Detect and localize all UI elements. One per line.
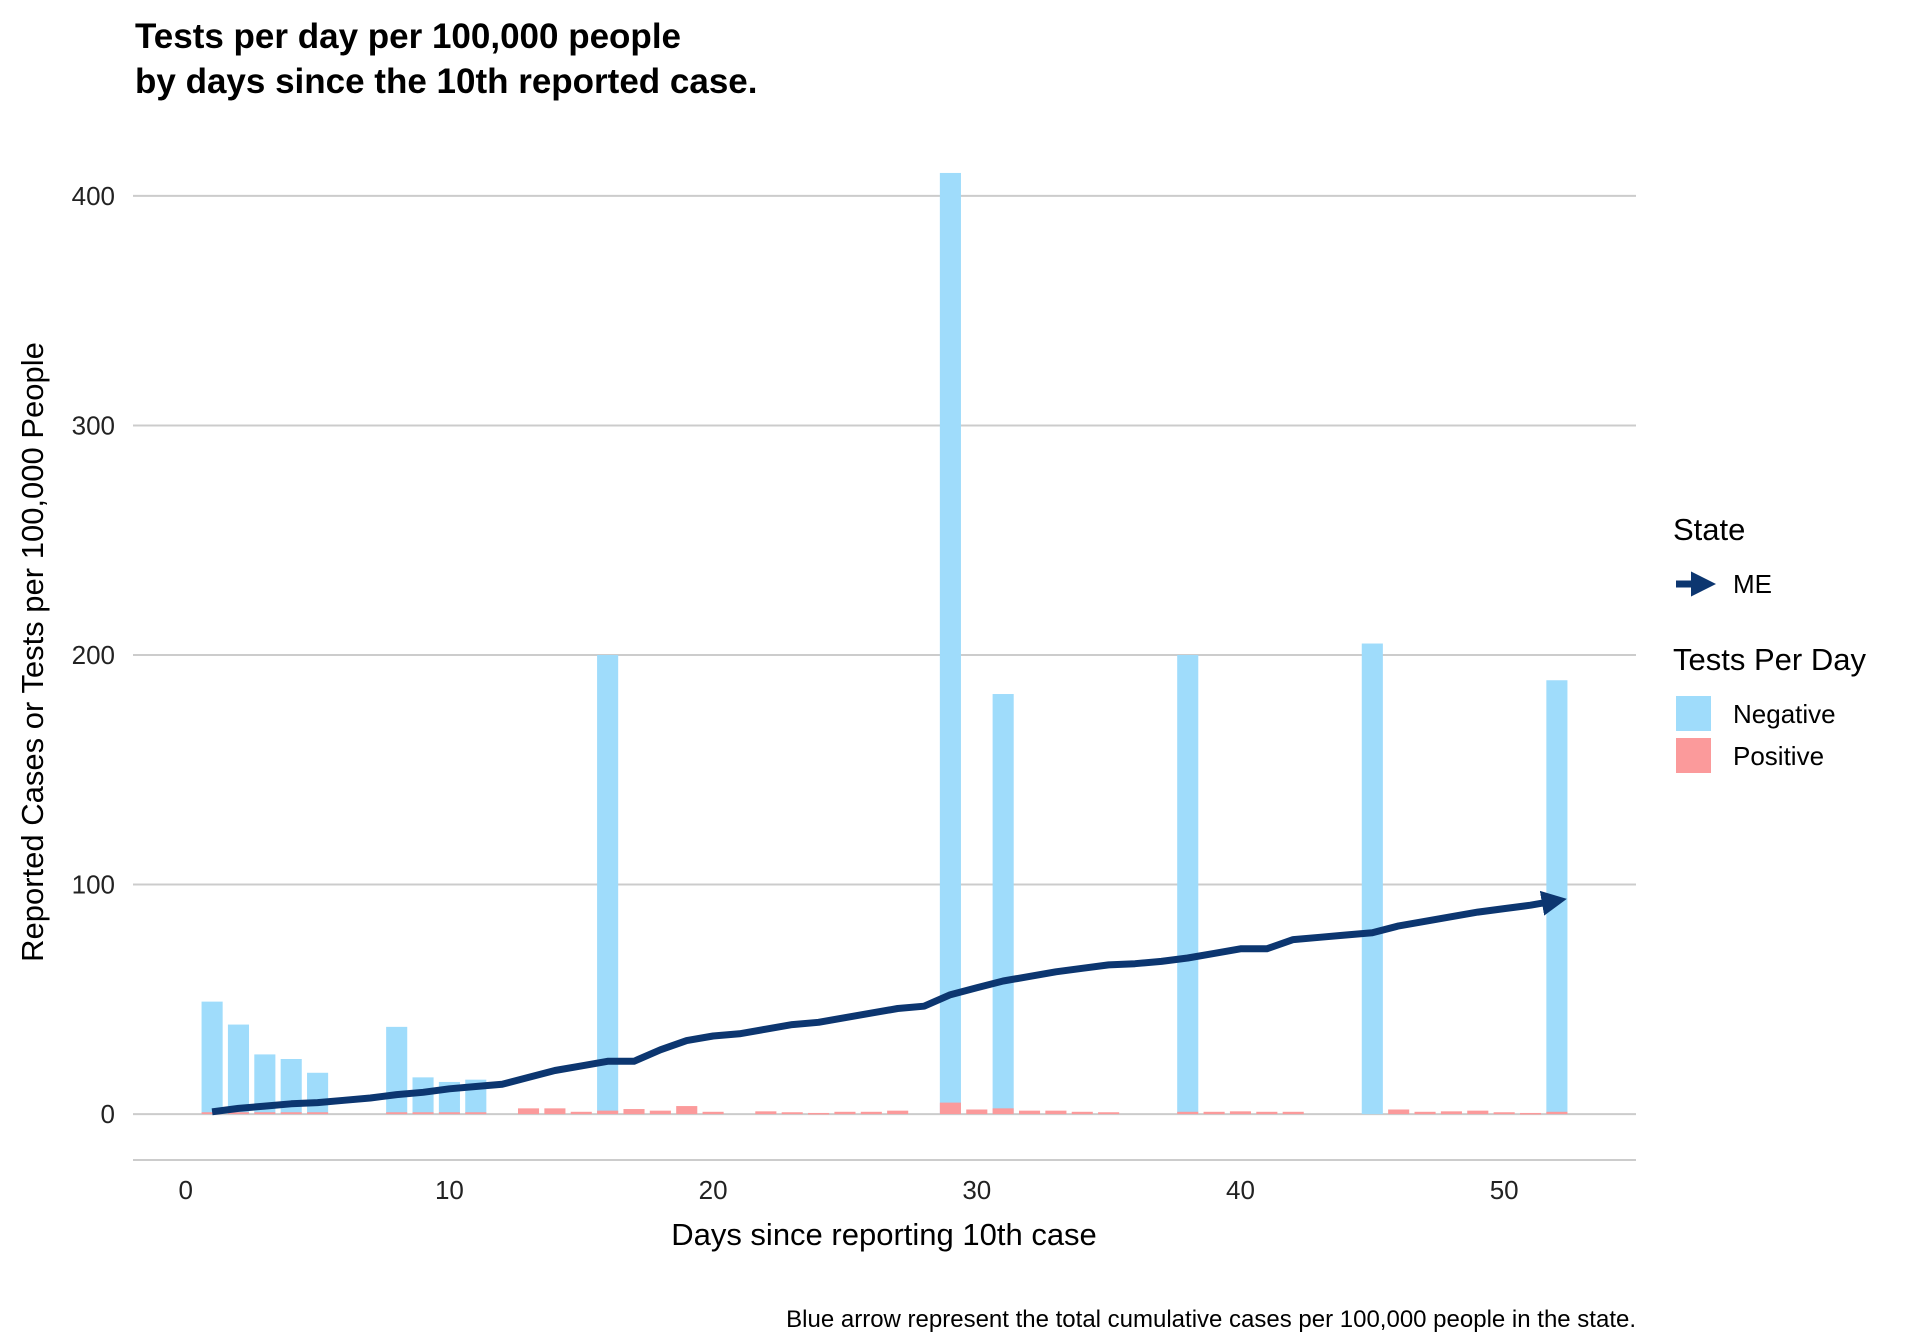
bar-negative-day-38	[1177, 655, 1199, 1115]
negative-bars	[201, 172, 1568, 1115]
bar-positive-day-23	[781, 1112, 803, 1115]
legend: State ME Tests Per Day Negative Positive	[1673, 512, 1866, 773]
bar-positive-day-24	[808, 1112, 830, 1115]
bar-positive-day-33	[1045, 1110, 1067, 1115]
bar-positive-day-31	[992, 1108, 1014, 1115]
bar-positive-day-3	[254, 1112, 276, 1115]
legend-me-label: ME	[1733, 569, 1772, 599]
bar-negative-day-3	[254, 1054, 276, 1115]
y-tick-labels: 0 100 200 300 400	[72, 181, 115, 1129]
bar-positive-day-34	[1071, 1111, 1093, 1115]
bar-positive-day-50	[1493, 1112, 1515, 1115]
bar-positive-day-30	[966, 1109, 988, 1115]
cumulative-cases-line	[211, 890, 1567, 1116]
chart-title: Tests per day per 100,000 people by days…	[135, 17, 757, 101]
bar-positive-day-32	[1018, 1110, 1041, 1115]
bar-negative-day-29	[939, 172, 961, 1115]
bar-positive-day-16	[597, 1110, 619, 1115]
legend-state-title: State	[1673, 512, 1745, 547]
y-tick-0: 0	[101, 1099, 115, 1129]
x-tick-30: 30	[962, 1175, 991, 1205]
y-tick-200: 200	[72, 640, 115, 670]
bar-positive-day-46	[1388, 1109, 1410, 1115]
bar-negative-day-2	[227, 1024, 250, 1115]
legend-tests-title: Tests Per Day	[1673, 642, 1866, 677]
chart-caption: Blue arrow represent the total cumulativ…	[786, 1306, 1636, 1333]
x-tick-labels: 0 10 20 30 40 50	[179, 1175, 1519, 1205]
x-tick-20: 20	[699, 1175, 728, 1205]
x-tick-10: 10	[435, 1175, 464, 1205]
bar-negative-day-31	[992, 694, 1014, 1115]
bar-positive-day-47	[1414, 1111, 1436, 1115]
bar-positive-day-1	[201, 1112, 223, 1115]
bar-positive-day-5	[307, 1112, 329, 1115]
bar-positive-day-18	[649, 1110, 671, 1115]
y-axis-title: Reported Cases or Tests per 100,000 Peop…	[15, 342, 50, 962]
y-tick-100: 100	[72, 870, 115, 900]
bar-positive-day-38	[1177, 1111, 1199, 1115]
legend-positive-label: Positive	[1733, 741, 1824, 771]
legend-positive-swatch	[1676, 738, 1711, 773]
legend-negative-label: Negative	[1733, 699, 1836, 729]
legend-negative-swatch	[1676, 696, 1711, 731]
bar-positive-day-10	[438, 1112, 460, 1115]
positive-bars	[201, 1102, 1568, 1115]
x-tick-50: 50	[1490, 1175, 1519, 1205]
bar-positive-day-29	[939, 1102, 961, 1115]
bar-positive-day-42	[1282, 1111, 1304, 1115]
bar-positive-day-20	[702, 1111, 724, 1115]
bar-positive-day-4	[280, 1112, 302, 1115]
bar-negative-day-1	[201, 1001, 223, 1115]
legend-item-positive: Positive	[1676, 738, 1824, 773]
title-line-2: by days since the 10th reported case.	[135, 62, 757, 101]
bar-positive-day-22	[755, 1111, 777, 1115]
y-tick-300: 300	[72, 410, 115, 440]
bar-negative-day-52	[1546, 680, 1568, 1115]
bar-positive-day-48	[1440, 1111, 1462, 1115]
legend-item-negative: Negative	[1676, 696, 1836, 731]
grid-lines	[133, 194, 1636, 1161]
bar-positive-day-39	[1203, 1111, 1225, 1115]
bar-positive-day-2	[227, 1112, 250, 1115]
bar-positive-day-35	[1098, 1112, 1120, 1115]
title-line-1: Tests per day per 100,000 people	[135, 17, 681, 56]
bar-positive-day-26	[860, 1111, 882, 1115]
bar-positive-day-14	[544, 1108, 566, 1115]
bar-positive-day-25	[834, 1111, 856, 1115]
series-line-0	[211, 890, 1567, 1116]
bar-positive-day-8	[386, 1112, 408, 1115]
bar-negative-day-45	[1361, 643, 1383, 1115]
bar-negative-day-8	[386, 1026, 408, 1115]
bar-positive-day-13	[517, 1108, 540, 1115]
bar-positive-day-40	[1229, 1111, 1252, 1115]
x-tick-40: 40	[1226, 1175, 1255, 1205]
x-tick-0: 0	[179, 1175, 193, 1205]
bar-positive-day-49	[1467, 1110, 1489, 1115]
bar-positive-day-11	[465, 1112, 487, 1115]
bar-positive-day-15	[570, 1111, 592, 1115]
bar-positive-day-27	[887, 1110, 909, 1115]
bar-positive-day-19	[676, 1106, 698, 1115]
bar-positive-day-51	[1519, 1112, 1542, 1115]
y-tick-400: 400	[72, 181, 115, 211]
legend-item-me: ME	[1676, 569, 1772, 599]
bar-positive-day-17	[623, 1109, 645, 1115]
bar-negative-day-16	[597, 655, 619, 1115]
bar-positive-day-9	[412, 1112, 434, 1115]
bar-negative-day-5	[307, 1072, 329, 1115]
x-axis-title: Days since reporting 10th case	[671, 1217, 1097, 1252]
bar-positive-day-41	[1256, 1111, 1278, 1115]
bar-positive-day-52	[1546, 1111, 1568, 1115]
